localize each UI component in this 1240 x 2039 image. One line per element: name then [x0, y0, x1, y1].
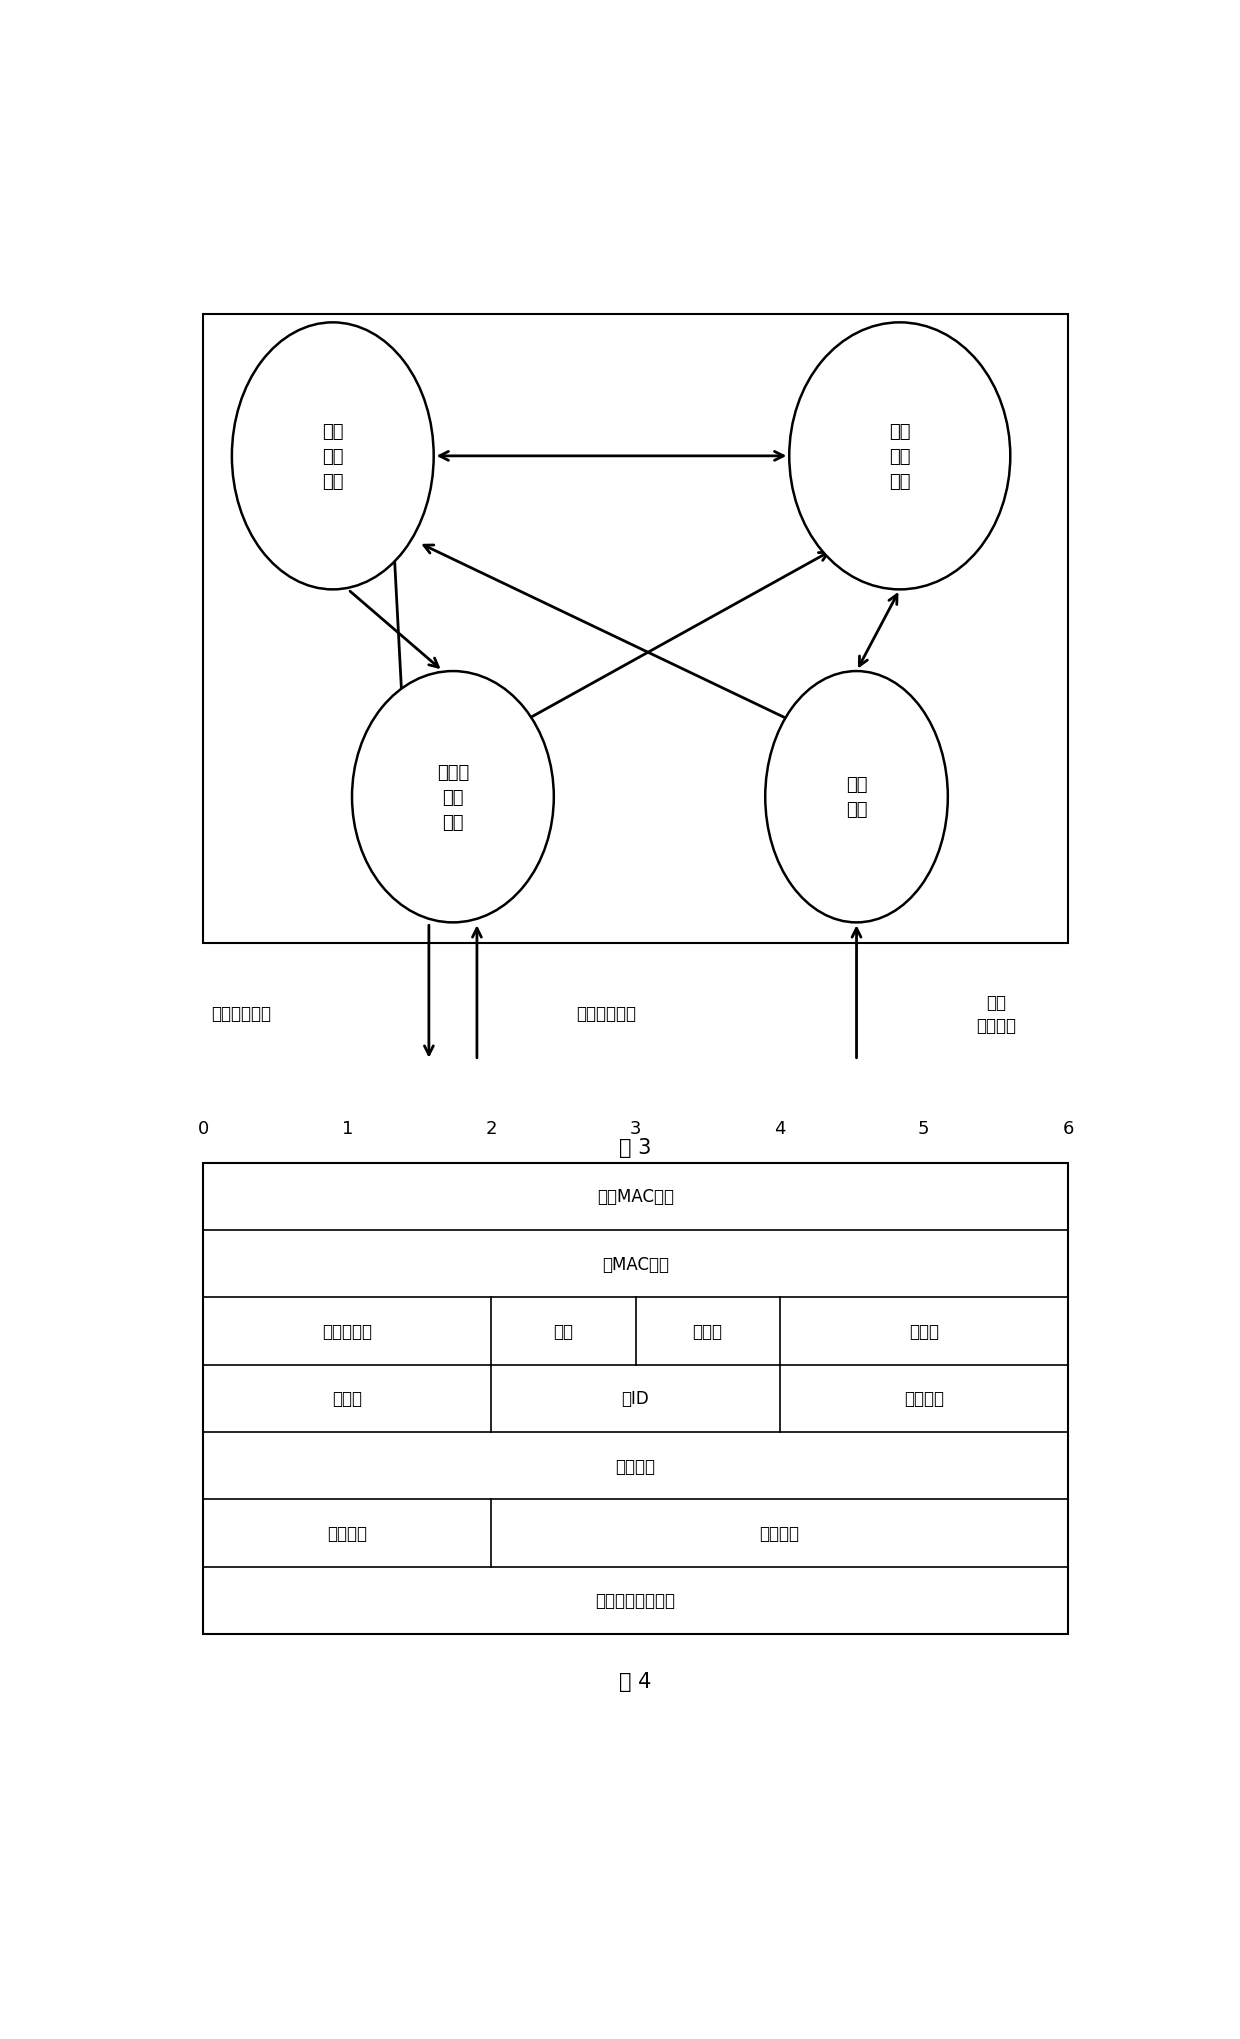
Text: 目的MAC地址: 目的MAC地址 [596, 1189, 675, 1205]
Text: 图 4: 图 4 [619, 1672, 652, 1690]
Text: 配置
模块: 配置 模块 [846, 777, 867, 820]
Text: 验证信息: 验证信息 [327, 1525, 367, 1541]
Text: 帧类型: 帧类型 [693, 1323, 723, 1340]
Text: 环ID: 环ID [621, 1391, 650, 1407]
Text: 拓扑
管理
模块: 拓扑 管理 模块 [889, 422, 910, 491]
Text: 邻接
关系
模块: 邻接 关系 模块 [322, 422, 343, 491]
Ellipse shape [352, 671, 554, 924]
Ellipse shape [789, 322, 1011, 589]
Text: 4: 4 [774, 1119, 785, 1138]
Text: 验证信息: 验证信息 [615, 1458, 656, 1474]
Text: 协议净荷: 协议净荷 [760, 1525, 800, 1541]
Text: 5: 5 [918, 1119, 930, 1138]
Bar [203, 316, 1068, 944]
Bar [203, 1162, 1068, 1633]
Ellipse shape [765, 671, 947, 924]
Text: 6: 6 [1063, 1119, 1074, 1138]
Text: 接收协议报文: 接收协议报文 [577, 1005, 636, 1024]
Ellipse shape [232, 322, 434, 589]
Text: 版本: 版本 [553, 1323, 573, 1340]
Text: 图 3: 图 3 [619, 1138, 652, 1158]
Text: 发送协议报文: 发送协议报文 [212, 1005, 272, 1024]
Text: 帧长度: 帧长度 [909, 1323, 939, 1340]
Text: 源MAC地址: 源MAC地址 [601, 1256, 670, 1272]
Text: 2: 2 [486, 1119, 497, 1138]
Text: 协议净荷（变长）: 协议净荷（变长） [595, 1592, 676, 1609]
Text: 0: 0 [197, 1119, 208, 1138]
Text: 以太网类型: 以太网类型 [322, 1323, 372, 1340]
Text: 3: 3 [630, 1119, 641, 1138]
Text: 1: 1 [341, 1119, 353, 1138]
Text: 协议包
处理
模块: 协议包 处理 模块 [436, 763, 469, 832]
Text: 校验和: 校验和 [332, 1391, 362, 1407]
Text: 验证类型: 验证类型 [904, 1391, 944, 1407]
Text: 网管
配置命令: 网管 配置命令 [976, 993, 1016, 1034]
